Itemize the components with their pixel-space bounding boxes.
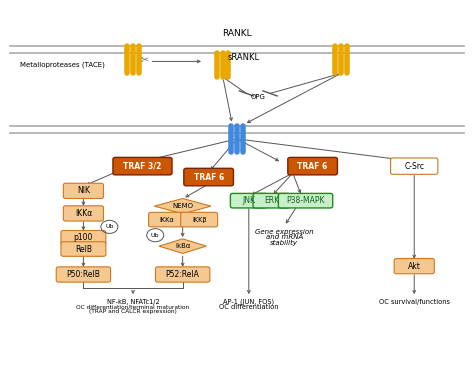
Text: p100: p100 — [74, 233, 93, 242]
Text: (TRAP and CALCR expression): (TRAP and CALCR expression) — [89, 309, 177, 314]
Text: OC differentiation: OC differentiation — [219, 304, 279, 310]
Text: P50:RelB: P50:RelB — [66, 270, 100, 279]
Text: OC differentiation/terminal maturation: OC differentiation/terminal maturation — [76, 304, 190, 310]
Text: Ub: Ub — [151, 233, 159, 238]
FancyBboxPatch shape — [278, 193, 333, 208]
Text: IKKα: IKKα — [75, 209, 92, 218]
Text: IKKβ: IKKβ — [192, 216, 207, 223]
Text: Ub: Ub — [105, 224, 114, 229]
FancyBboxPatch shape — [61, 242, 106, 256]
FancyBboxPatch shape — [253, 193, 290, 208]
Text: TRAF 3/2: TRAF 3/2 — [123, 162, 162, 171]
Polygon shape — [155, 199, 211, 214]
Text: TRAF 6: TRAF 6 — [298, 162, 328, 171]
FancyBboxPatch shape — [184, 168, 234, 186]
Text: IKKα: IKKα — [160, 216, 174, 223]
Text: P52:RelA: P52:RelA — [166, 270, 200, 279]
Text: JNK: JNK — [242, 196, 255, 205]
Text: stability: stability — [270, 239, 298, 246]
Text: Metalloproteases (TACE): Metalloproteases (TACE) — [20, 61, 105, 68]
Text: RelB: RelB — [75, 245, 92, 254]
Text: NIK: NIK — [77, 187, 90, 195]
FancyBboxPatch shape — [64, 183, 103, 199]
FancyBboxPatch shape — [113, 157, 172, 175]
Text: ERK: ERK — [264, 196, 279, 205]
FancyBboxPatch shape — [181, 212, 218, 227]
Text: OC survival/functions: OC survival/functions — [379, 299, 450, 305]
Text: NEMO: NEMO — [172, 203, 193, 209]
FancyBboxPatch shape — [149, 212, 185, 227]
FancyBboxPatch shape — [394, 258, 434, 274]
FancyBboxPatch shape — [64, 206, 103, 221]
Text: and mRNA: and mRNA — [265, 234, 303, 240]
Text: RANKL: RANKL — [222, 29, 252, 38]
Text: ✂: ✂ — [141, 55, 149, 65]
Text: C-Src: C-Src — [404, 162, 424, 171]
Text: AP-1 (JUN, FOS): AP-1 (JUN, FOS) — [223, 299, 274, 305]
FancyBboxPatch shape — [56, 267, 110, 282]
Text: P38-MAPK: P38-MAPK — [286, 196, 325, 205]
Text: Gene expression: Gene expression — [255, 228, 314, 235]
Polygon shape — [159, 239, 206, 253]
Text: NF-kB, NFATc1/2: NF-kB, NFATc1/2 — [107, 299, 159, 305]
Text: OPG: OPG — [251, 94, 266, 100]
Text: Akt: Akt — [408, 262, 420, 270]
Text: sRANKL: sRANKL — [228, 53, 260, 62]
Text: TRAF 6: TRAF 6 — [193, 173, 224, 181]
FancyBboxPatch shape — [155, 267, 210, 282]
FancyBboxPatch shape — [288, 157, 337, 175]
FancyBboxPatch shape — [230, 193, 267, 208]
Text: IkBα: IkBα — [175, 243, 191, 249]
FancyBboxPatch shape — [391, 158, 438, 174]
FancyBboxPatch shape — [61, 230, 106, 245]
